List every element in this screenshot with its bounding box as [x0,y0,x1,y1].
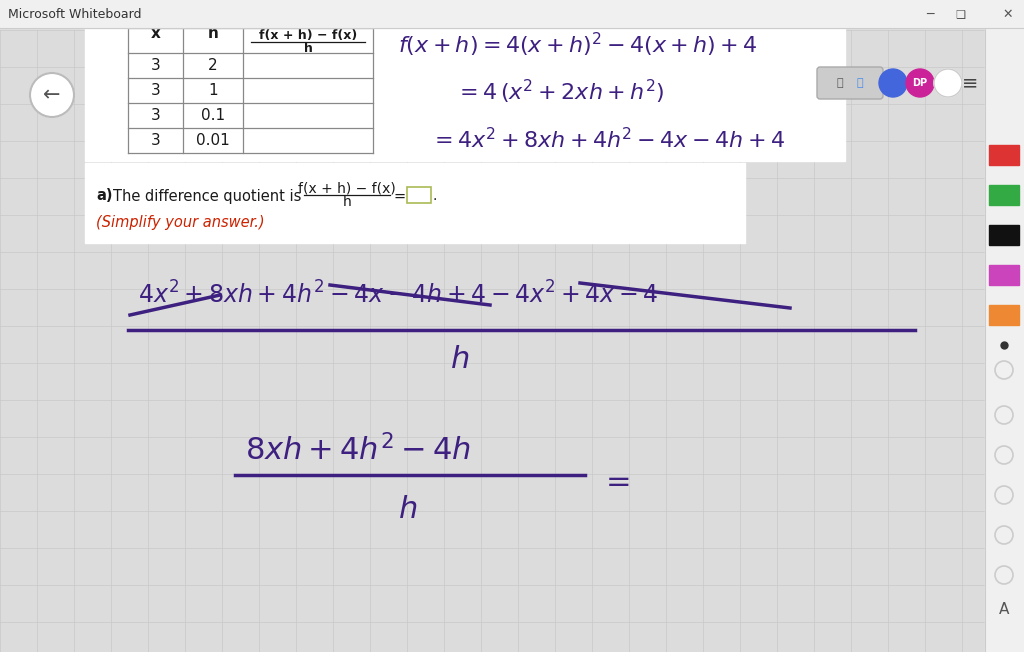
Text: DP: DP [912,78,928,88]
Text: $h$: $h$ [398,496,418,524]
Text: f(x + h) − f(x): f(x + h) − f(x) [298,181,396,195]
Text: ✕: ✕ [1002,8,1014,20]
Text: 2: 2 [208,58,218,73]
Text: =: = [394,188,407,203]
Text: $8xh + 4h^2 - 4h$: $8xh + 4h^2 - 4h$ [245,434,471,466]
Bar [85,163,745,243]
Circle shape [934,69,962,97]
Circle shape [30,73,74,117]
Text: 0.01: 0.01 [197,133,229,148]
Bar [985,28,1024,652]
Text: 👤: 👤 [837,78,844,88]
FancyBboxPatch shape [817,67,883,99]
Text: a): a) [96,188,113,203]
Text: $h$: $h$ [451,346,470,374]
Text: $4x^2 + 8xh + 4h^2 - 4x - 4h + 4 - 4x^2 + 4x - 4$: $4x^2 + 8xh + 4h^2 - 4x - 4h + 4 - 4x^2 … [138,282,658,308]
Text: ❑: ❑ [955,9,965,19]
Text: $=$: $=$ [600,466,630,494]
Text: h: h [303,42,312,55]
Text: 3: 3 [151,108,161,123]
Text: 👤: 👤 [857,78,863,88]
Text: Microsoft Whiteboard: Microsoft Whiteboard [8,8,141,20]
Text: 1: 1 [208,83,218,98]
Text: A: A [998,602,1010,617]
Text: h: h [343,195,351,209]
Text: 0.1: 0.1 [201,108,225,123]
Text: $= 4x^2 + 8xh + 4h^2 - 4x - 4h + 4$: $= 4x^2 + 8xh + 4h^2 - 4x - 4h + 4$ [430,127,784,153]
Bar [0,0,1024,28]
Text: ─: ─ [927,8,934,20]
Text: x: x [151,26,161,41]
Bar [989,265,1019,285]
Text: The difference quotient is: The difference quotient is [113,188,301,203]
Text: ≡: ≡ [962,74,978,93]
Bar [989,225,1019,245]
Bar [989,305,1019,325]
Text: ←: ← [43,85,60,105]
Text: 3: 3 [151,83,161,98]
Bar [989,185,1019,205]
Text: 3: 3 [151,133,161,148]
Text: (Simplify your answer.): (Simplify your answer.) [96,215,264,230]
FancyBboxPatch shape [407,187,431,203]
Text: $= 4\,(x^2 + 2xh + h^2)$: $= 4\,(x^2 + 2xh + h^2)$ [455,78,665,106]
Circle shape [879,69,907,97]
Text: 3: 3 [151,58,161,73]
Bar [85,26,845,161]
Text: f(x + h) − f(x): f(x + h) − f(x) [259,29,357,42]
Circle shape [906,69,934,97]
Text: h: h [208,26,218,41]
Bar [989,145,1019,165]
Text: .: . [433,189,437,203]
Text: $f(x+h) = 4(x+h)^2 - 4(x+h) + 4$: $f(x+h) = 4(x+h)^2 - 4(x+h) + 4$ [398,31,758,59]
